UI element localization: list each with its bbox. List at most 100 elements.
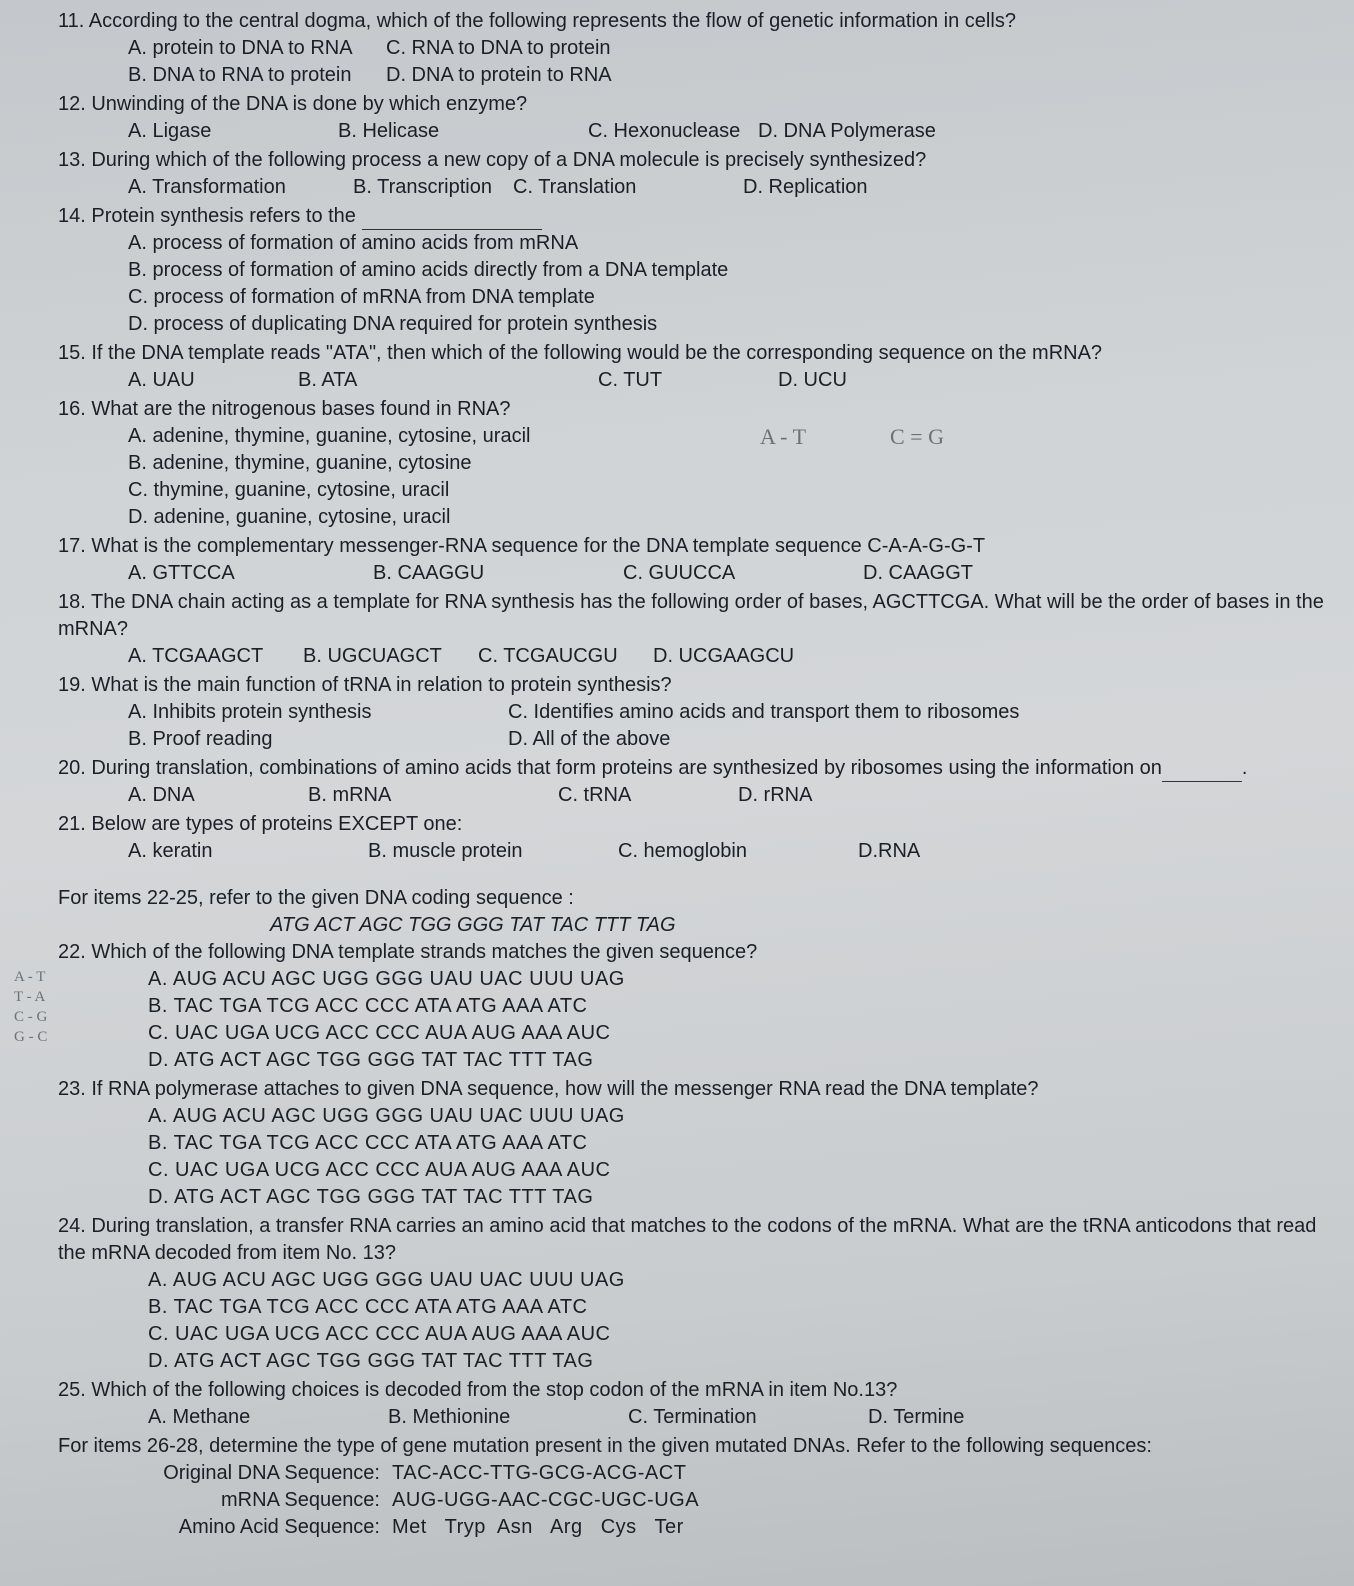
q23-opt-d: D. ATG ACT AGC TGG GGG TAT TAC TTT TAG	[20, 1184, 1334, 1211]
question-14: 14. Protein synthesis refers to the A. p…	[20, 203, 1334, 338]
question-12: 12. Unwinding of the DNA is done by whic…	[20, 91, 1334, 145]
section-22-25-intro: For items 22-25, refer to the given DNA …	[20, 885, 1334, 912]
amino-val: Met Tryp Asn Arg Cys Ter	[392, 1514, 684, 1541]
q21-opt-d: D.RNA	[858, 838, 920, 865]
pencil-at-small: A - T	[14, 969, 45, 986]
q25-opts: A. Methane B. Methionine C. Termination …	[20, 1404, 1334, 1431]
q14-text: 14. Protein synthesis refers to the	[20, 203, 1334, 230]
question-24: 24. During translation, a transfer RNA c…	[20, 1213, 1334, 1375]
q11-text: 11. According to the central dogma, whic…	[20, 8, 1334, 35]
q25-opt-a: A. Methane	[148, 1404, 388, 1431]
q11-opt-b: B. DNA to RNA to protein	[128, 62, 386, 89]
mrna-val: AUG-UGG-AAC-CGC-UGC-UGA	[392, 1487, 699, 1514]
orig-dna-label: Original DNA Sequence:	[150, 1460, 392, 1487]
q21-opts: A. keratin B. muscle protein C. hemoglob…	[20, 838, 1334, 865]
q25-text: 25. Which of the following choices is de…	[20, 1377, 1334, 1404]
q17-opt-a: A. GTTCCA	[128, 560, 373, 587]
q17-opt-d: D. CAAGGT	[863, 560, 973, 587]
q14-text-pre: 14. Protein synthesis refers to the	[58, 205, 362, 227]
q13-opt-a: A. Transformation	[128, 174, 353, 201]
q23-opt-c: C. UAC UGA UCG ACC CCC AUA AUG AAA AUC	[20, 1157, 1334, 1184]
q21-opt-c: C. hemoglobin	[618, 838, 858, 865]
q15-opt-a: A. UAU	[128, 367, 298, 394]
pencil-note-at: A - T	[760, 424, 806, 450]
q12-opt-c: C. Hexonuclease	[588, 118, 758, 145]
worksheet-page: 11. According to the central dogma, whic…	[0, 0, 1354, 1586]
q12-opt-a: A. Ligase	[128, 118, 338, 145]
question-15: 15. If the DNA template reads "ATA", the…	[20, 340, 1334, 394]
q14-opt-d: D. process of duplicating DNA required f…	[20, 311, 1334, 338]
q18-opt-d: D. UCGAAGCU	[653, 643, 794, 670]
pencil-cg-small: C - G	[14, 1009, 47, 1026]
q14-blank	[362, 211, 542, 230]
q16-opt-d: D. adenine, guanine, cytosine, uracil	[20, 504, 1334, 531]
q20-opt-a: A. DNA	[128, 782, 308, 809]
q23-text: 23. If RNA polymerase attaches to given …	[20, 1076, 1334, 1103]
q12-opt-d: D. DNA Polymerase	[758, 118, 936, 145]
q21-opt-b: B. muscle protein	[368, 838, 618, 865]
q17-opt-b: B. CAAGGU	[373, 560, 623, 587]
q12-opt-b: B. Helicase	[338, 118, 588, 145]
q21-opt-a: A. keratin	[128, 838, 368, 865]
dna-sequence: ATG ACT AGC TGG GGG TAT TAC TTT TAG	[20, 912, 1334, 939]
question-23: 23. If RNA polymerase attaches to given …	[20, 1076, 1334, 1211]
q18-opts: A. TCGAAGCT B. UGCUAGCT C. TCGAUCGU D. U…	[20, 643, 1334, 670]
q20-blank	[1162, 763, 1242, 782]
q19-row1: A. Inhibits protein synthesis C. Identif…	[20, 699, 1334, 726]
q17-text: 17. What is the complementary messenger-…	[20, 533, 1334, 560]
q16-text: 16. What are the nitrogenous bases found…	[20, 396, 1334, 423]
q25-opt-c: C. Termination	[628, 1404, 868, 1431]
q18-opt-a: A. TCGAAGCT	[128, 643, 303, 670]
q16-opt-b: B. adenine, thymine, guanine, cytosine	[20, 450, 1334, 477]
pencil-ta-small: T - A	[14, 989, 45, 1006]
q21-text: 21. Below are types of proteins EXCEPT o…	[20, 811, 1334, 838]
q20-opt-c: C. tRNA	[558, 782, 738, 809]
orig-dna-row: Original DNA Sequence: TAC-ACC-TTG-GCG-A…	[20, 1460, 1334, 1487]
q15-opt-b: B. ATA	[298, 367, 598, 394]
q13-opts: A. Transformation B. Transcription C. Tr…	[20, 174, 1334, 201]
q18-opt-c: C. TCGAUCGU	[478, 643, 653, 670]
q14-opt-c: C. process of formation of mRNA from DNA…	[20, 284, 1334, 311]
q11-row1: A. protein to DNA to RNA C. RNA to DNA t…	[20, 35, 1334, 62]
question-20: 20. During translation, combinations of …	[20, 755, 1334, 809]
q13-opt-b: B. Transcription	[353, 174, 513, 201]
question-22: 22. Which of the following DNA template …	[20, 939, 1334, 1074]
q11-row2: B. DNA to RNA to protein D. DNA to prote…	[20, 62, 1334, 89]
q19-opt-d: D. All of the above	[508, 726, 670, 753]
q12-opts: A. Ligase B. Helicase C. Hexonuclease D.…	[20, 118, 1334, 145]
q18-text: 18. The DNA chain acting as a template f…	[20, 589, 1334, 643]
question-19: 19. What is the main function of tRNA in…	[20, 672, 1334, 753]
q19-text: 19. What is the main function of tRNA in…	[20, 672, 1334, 699]
q20-opt-d: D. rRNA	[738, 782, 812, 809]
q22-opt-d: D. ATG ACT AGC TGG GGG TAT TAC TTT TAG	[20, 1047, 1334, 1074]
q22-opt-b: B. TAC TGA TCG ACC CCC ATA ATG AAA ATC	[20, 993, 1334, 1020]
spacer	[20, 867, 1334, 885]
section-26-28-intro: For items 26-28, determine the type of g…	[20, 1433, 1334, 1460]
pencil-note-cg: C = G	[890, 424, 944, 450]
q20-opts: A. DNA B. mRNA C. tRNA D. rRNA	[20, 782, 1334, 809]
amino-row: Amino Acid Sequence: Met Tryp Asn Arg Cy…	[20, 1514, 1334, 1541]
q24-opt-d: D. ATG ACT AGC TGG GGG TAT TAC TTT TAG	[20, 1348, 1334, 1375]
q19-row2: B. Proof reading D. All of the above	[20, 726, 1334, 753]
q18-opt-b: B. UGCUAGCT	[303, 643, 478, 670]
question-17: 17. What is the complementary messenger-…	[20, 533, 1334, 587]
q20-text: 20. During translation, combinations of …	[20, 755, 1334, 782]
q17-opts: A. GTTCCA B. CAAGGU C. GUUCCA D. CAAGGT	[20, 560, 1334, 587]
q11-opt-c: C. RNA to DNA to protein	[386, 35, 611, 62]
mrna-row: mRNA Sequence: AUG-UGG-AAC-CGC-UGC-UGA	[20, 1487, 1334, 1514]
q24-opt-a: A. AUG ACU AGC UGG GGG UAU UAC UUU UAG	[20, 1267, 1334, 1294]
q13-opt-c: C. Translation	[513, 174, 743, 201]
q19-opt-b: B. Proof reading	[128, 726, 508, 753]
q20-text-pre: 20. During translation, combinations of …	[58, 757, 1162, 779]
q15-opt-d: D. UCU	[778, 367, 847, 394]
q22-text: 22. Which of the following DNA template …	[20, 939, 1334, 966]
q24-opt-c: C. UAC UGA UCG ACC CCC AUA AUG AAA AUC	[20, 1321, 1334, 1348]
q13-opt-d: D. Replication	[743, 174, 868, 201]
q22-opt-a: A. AUG ACU AGC UGG GGG UAU UAC UUU UAG	[20, 966, 1334, 993]
pencil-gc-small: G - C	[14, 1029, 47, 1046]
q19-opt-c: C. Identifies amino acids and transport …	[508, 699, 1019, 726]
question-13: 13. During which of the following proces…	[20, 147, 1334, 201]
q23-opt-b: B. TAC TGA TCG ACC CCC ATA ATG AAA ATC	[20, 1130, 1334, 1157]
question-21: 21. Below are types of proteins EXCEPT o…	[20, 811, 1334, 865]
q13-text: 13. During which of the following proces…	[20, 147, 1334, 174]
